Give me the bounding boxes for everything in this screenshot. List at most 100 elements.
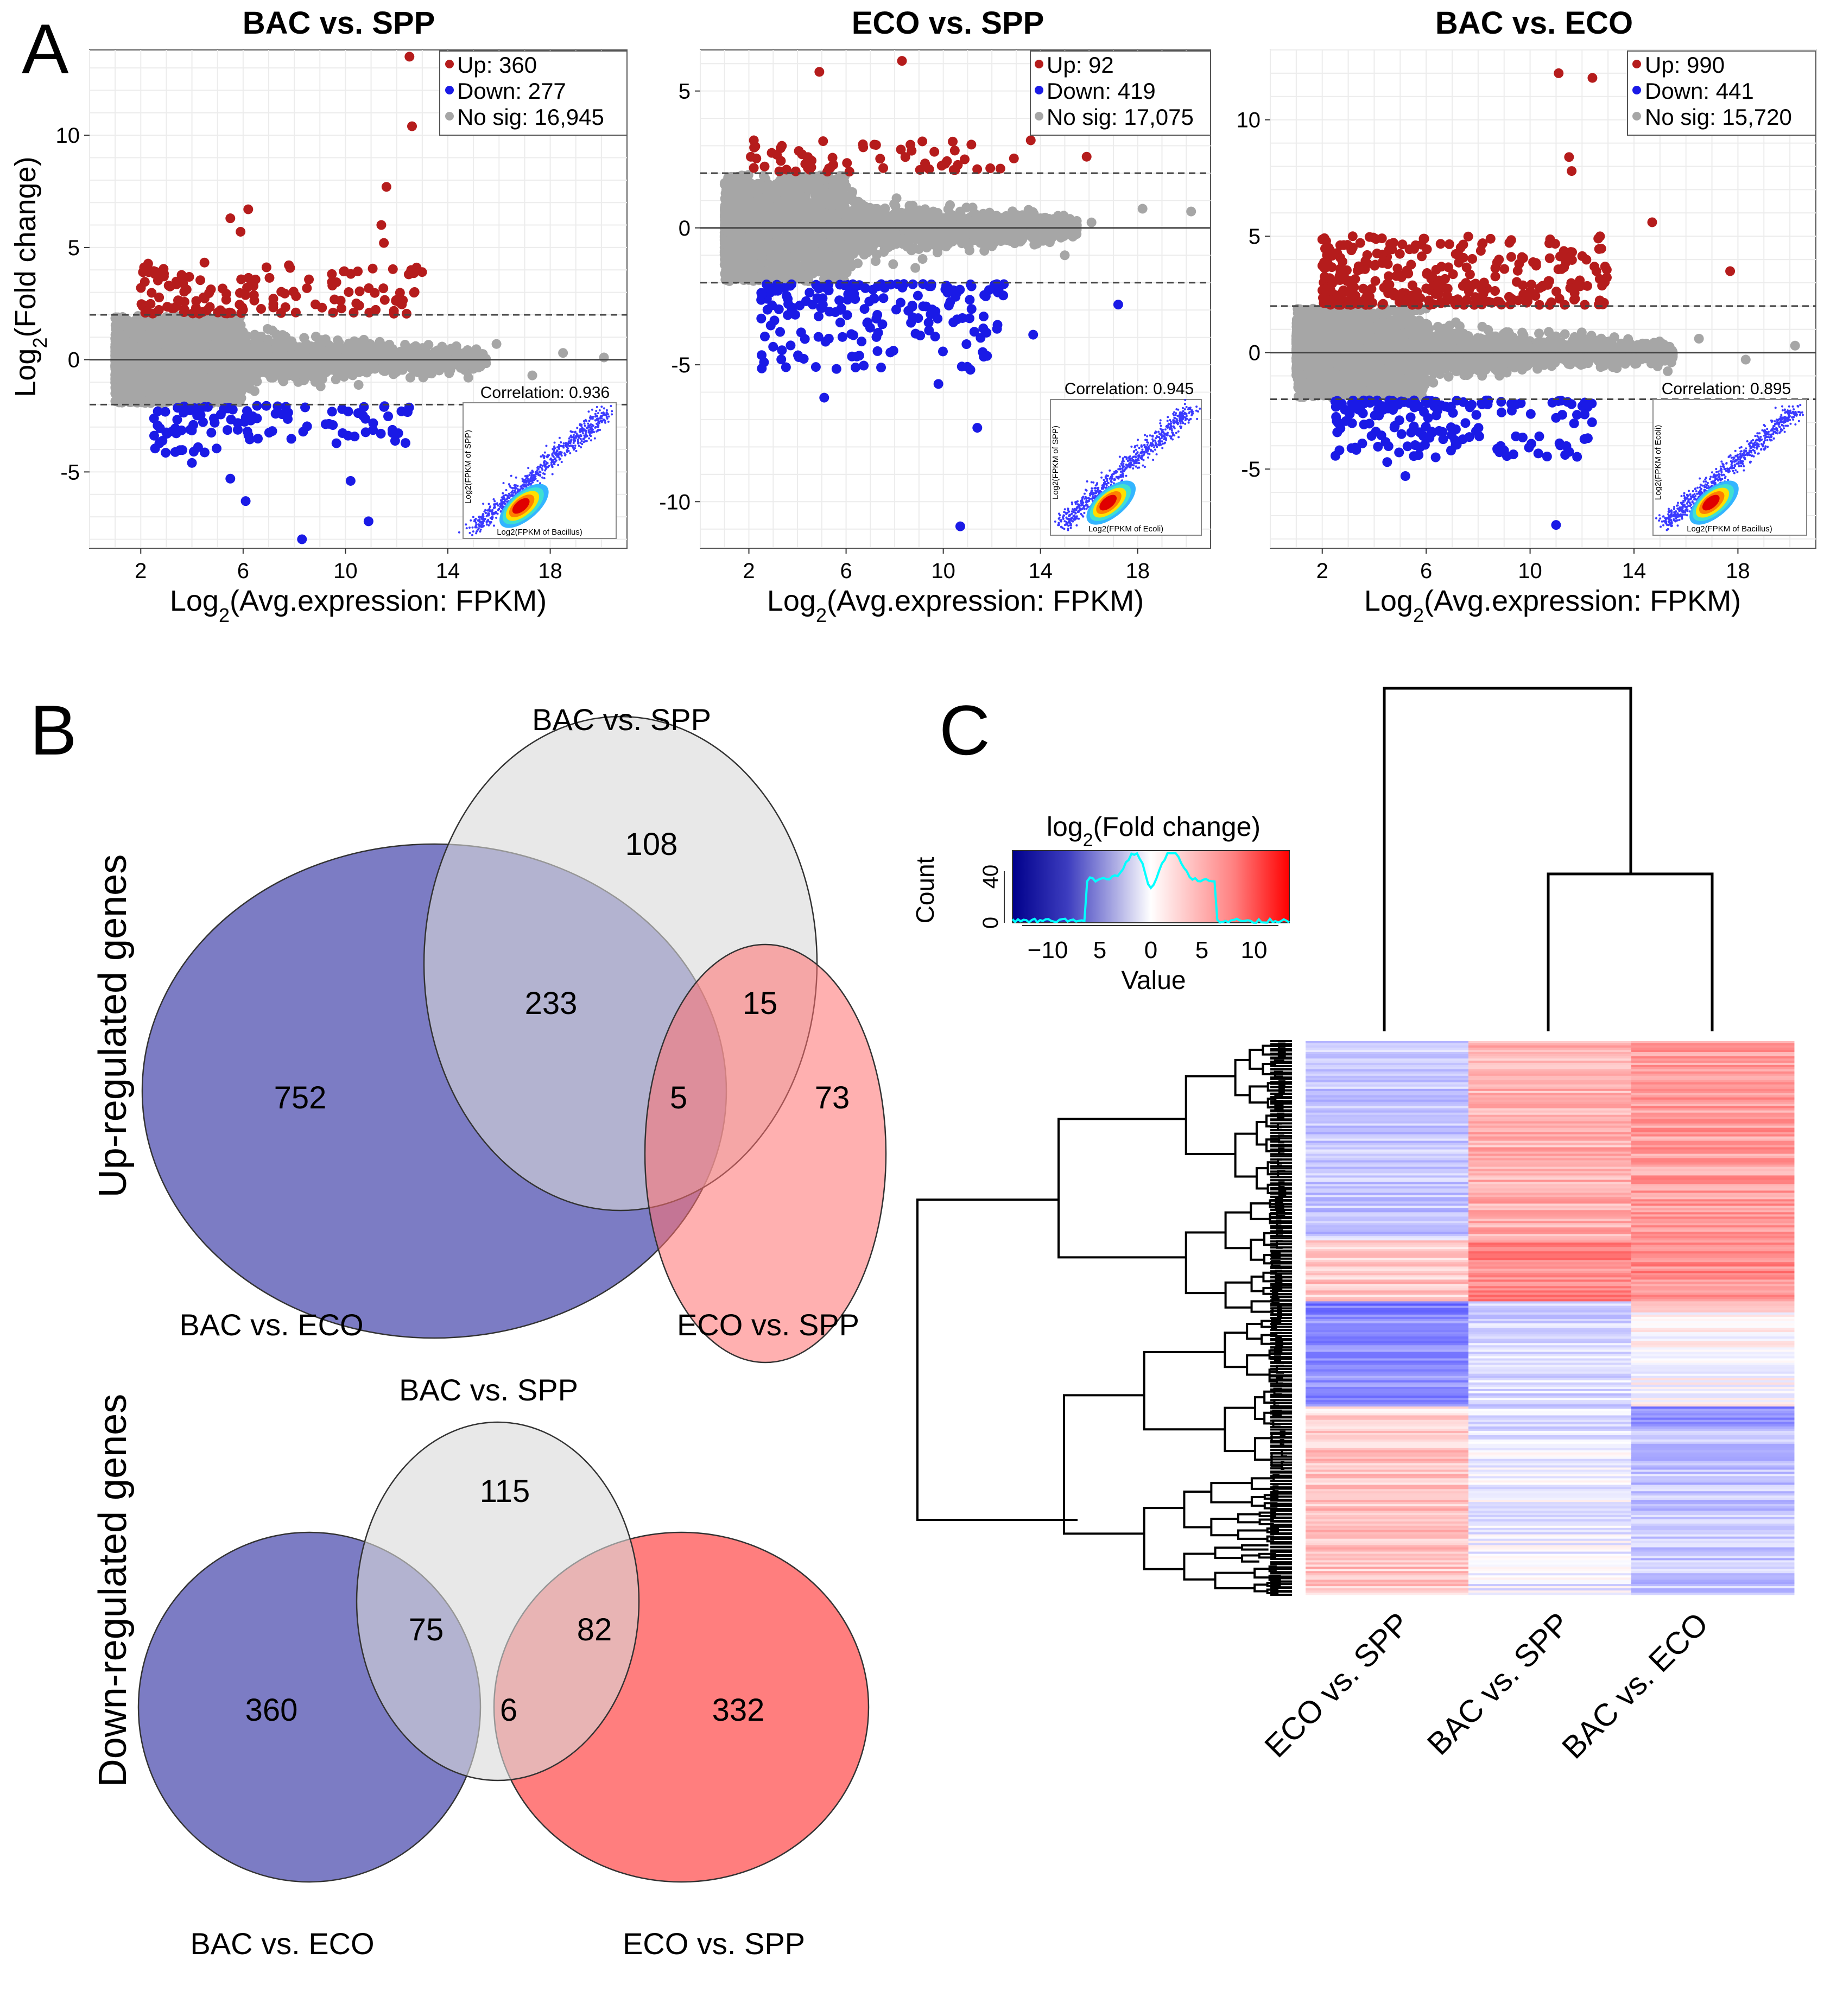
up-point xyxy=(154,305,164,315)
nosig-point xyxy=(527,370,537,381)
inset-point xyxy=(504,503,506,505)
nosig-point xyxy=(142,369,153,379)
nosig-point xyxy=(181,326,191,336)
up-point xyxy=(256,304,266,314)
up-point xyxy=(327,281,338,291)
inset-point xyxy=(595,410,598,413)
inset-point xyxy=(551,473,554,476)
inset-point xyxy=(485,523,488,526)
y-tick-label: 10 xyxy=(56,124,80,148)
up-point xyxy=(199,257,210,268)
inset-point xyxy=(611,410,613,413)
inset-point xyxy=(499,503,502,505)
inset-point xyxy=(552,458,555,461)
nosig-point xyxy=(360,344,370,354)
nosig-point xyxy=(448,346,459,356)
inset-point xyxy=(598,420,601,423)
inset-point xyxy=(558,458,561,461)
inset-point xyxy=(574,431,577,434)
down-point xyxy=(187,458,197,468)
inset-point xyxy=(480,516,483,518)
nosig-point xyxy=(312,345,322,356)
up-point xyxy=(264,272,275,283)
inset-point xyxy=(541,465,544,467)
nosig-point xyxy=(476,362,486,372)
inset-point xyxy=(586,435,588,438)
down-point xyxy=(298,427,308,437)
inset-point xyxy=(472,530,474,533)
nosig-point xyxy=(111,367,121,377)
nosig-point xyxy=(204,361,214,371)
nosig-point xyxy=(270,344,281,354)
inset-point xyxy=(593,437,596,440)
inset-point xyxy=(502,497,505,500)
inset-point xyxy=(472,516,474,518)
inset-point xyxy=(521,480,524,483)
up-point xyxy=(392,295,402,305)
ma-plot-title: BAC vs. SPP xyxy=(243,5,435,41)
inset-point xyxy=(515,487,517,490)
inset-point xyxy=(583,436,586,439)
inset-point xyxy=(477,528,479,531)
up-point xyxy=(180,305,190,315)
down-point xyxy=(167,426,178,436)
nosig-point xyxy=(124,392,135,402)
inset-point xyxy=(478,519,481,522)
inset-point xyxy=(549,457,552,460)
inset-point xyxy=(547,466,549,468)
nosig-point xyxy=(193,345,204,355)
up-point xyxy=(280,302,290,312)
y-tick-label: 0 xyxy=(68,348,80,372)
inset-point xyxy=(519,488,522,491)
inset-point xyxy=(495,516,498,519)
inset-point xyxy=(605,411,608,414)
down-point xyxy=(202,402,213,412)
inset-point xyxy=(585,420,588,422)
x-tick-label: 6 xyxy=(237,559,249,583)
up-point xyxy=(136,283,146,293)
inset-point xyxy=(471,526,474,529)
nosig-point xyxy=(403,356,413,366)
up-point xyxy=(237,302,248,313)
inset-point xyxy=(539,471,542,474)
inset-point xyxy=(575,449,578,452)
inset-point xyxy=(514,490,516,492)
up-point xyxy=(409,268,419,278)
up-point xyxy=(205,302,215,312)
nosig-point xyxy=(222,380,232,390)
inset-point xyxy=(600,412,603,415)
inset-point xyxy=(511,487,514,490)
up-point xyxy=(198,293,208,303)
up-point xyxy=(136,299,147,309)
inset-point xyxy=(587,422,590,425)
inset-point xyxy=(566,442,569,445)
inset-point xyxy=(529,477,532,480)
down-point xyxy=(240,496,251,506)
inset-point xyxy=(578,436,580,439)
inset-point xyxy=(474,522,477,524)
inset-point xyxy=(546,454,549,457)
inset-point xyxy=(543,451,546,454)
down-point xyxy=(222,425,232,435)
up-point xyxy=(378,283,389,294)
down-point xyxy=(363,516,373,527)
down-point xyxy=(248,411,258,421)
inset-point xyxy=(597,412,599,415)
legend-nosig: No sig: 16,945 xyxy=(457,104,604,130)
inset-point xyxy=(531,470,534,473)
inset-point xyxy=(489,509,491,512)
correlation-label: Correlation: 0.936 xyxy=(480,384,610,402)
inset-point xyxy=(565,445,567,447)
up-point xyxy=(364,307,375,318)
nosig-point xyxy=(290,352,300,363)
inset-xlabel: Log2(FPKM of Bacillus) xyxy=(497,528,582,537)
inset-point xyxy=(600,405,603,408)
inset-point xyxy=(486,509,489,512)
inset-point xyxy=(590,439,592,442)
nosig-legend-dot xyxy=(445,112,454,121)
nosig-point xyxy=(132,360,143,371)
nosig-point xyxy=(175,347,186,357)
inset-point xyxy=(527,479,529,482)
inset-point xyxy=(522,483,525,486)
